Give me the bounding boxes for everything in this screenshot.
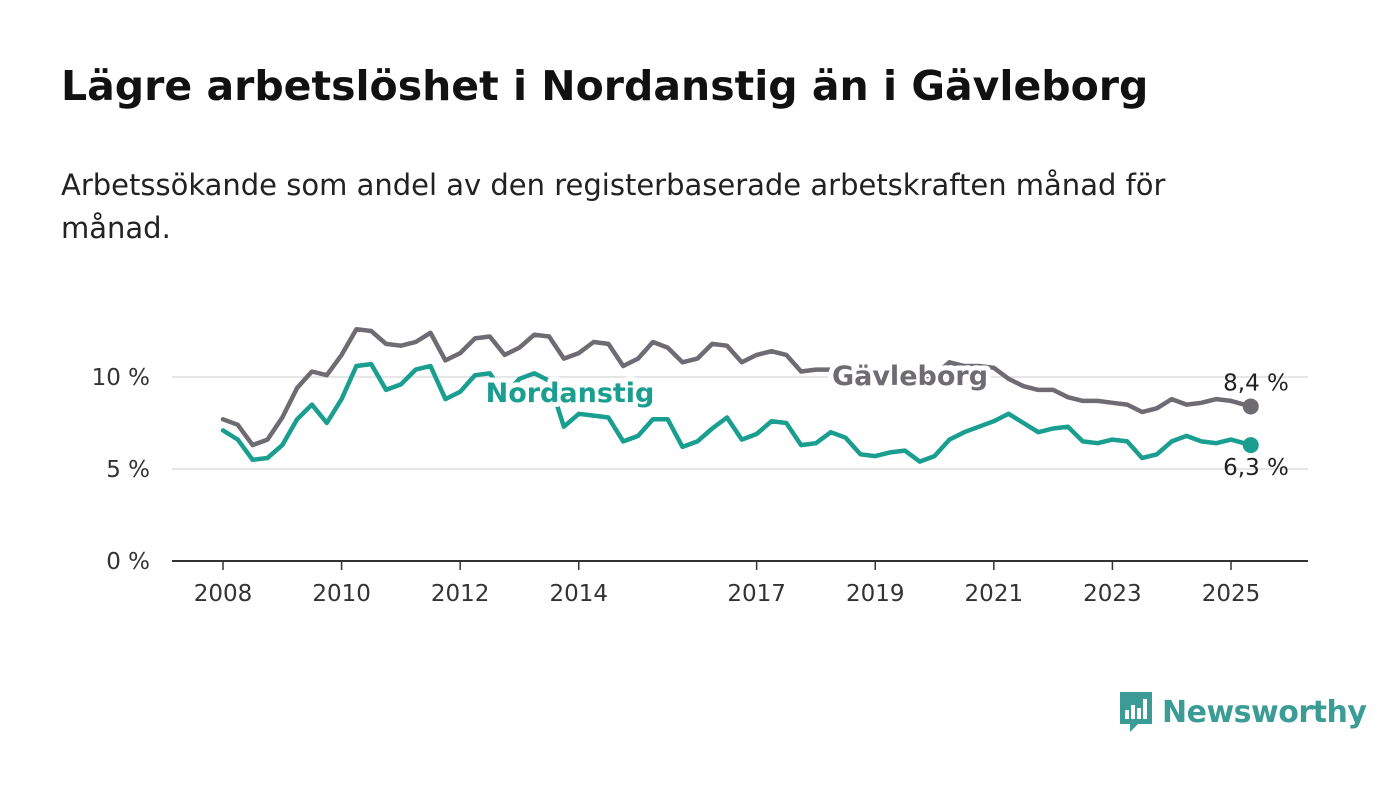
y-tick-label: 5 % bbox=[106, 457, 150, 483]
y-tick-label: 10 % bbox=[92, 365, 150, 391]
x-tick-label: 2010 bbox=[312, 581, 371, 607]
x-tick-label: 2023 bbox=[1083, 581, 1142, 607]
x-tick-label: 2025 bbox=[1202, 581, 1261, 607]
newsworthy-logo[interactable]: Newsworthy bbox=[1118, 690, 1367, 734]
series-end-value-label: 8,4 % bbox=[1223, 370, 1289, 396]
series-end-value-label: 6,3 % bbox=[1223, 455, 1289, 481]
x-tick-label: 2014 bbox=[549, 581, 608, 607]
y-tick-label: 0 % bbox=[106, 549, 150, 575]
x-tick-label: 2017 bbox=[727, 581, 786, 607]
series-lines bbox=[220, 326, 1259, 464]
x-tick-label: 2008 bbox=[194, 581, 253, 607]
series-name-label-halo: Nordanstig bbox=[486, 378, 655, 409]
series-end-marker bbox=[1242, 398, 1259, 415]
series-name-label-halo: Gävleborg bbox=[832, 361, 988, 392]
series-line-nordanstig bbox=[220, 361, 1254, 464]
y-axis-ticks: 0 % 5 % 10 % bbox=[92, 365, 150, 575]
x-axis-ticks: 2008 2010 2012 2014 2017 2019 2021 2023 2025 bbox=[194, 561, 1261, 607]
newsworthy-logo-icon bbox=[1120, 692, 1152, 732]
newsworthy-logo-text: Newsworthy bbox=[1162, 694, 1367, 730]
chart-subtitle: Arbetssökande som andel av den registerb… bbox=[61, 168, 1166, 245]
x-tick-label: 2012 bbox=[431, 581, 490, 607]
series-end-marker bbox=[1242, 437, 1259, 454]
series-line-gvleborg bbox=[220, 326, 1254, 448]
x-tick-label: 2019 bbox=[846, 581, 905, 607]
gridlines bbox=[172, 376, 1308, 562]
chart-title: Lägre arbetslöshet i Nordanstig än i Gäv… bbox=[61, 62, 1149, 110]
series-name-label: Gävleborg bbox=[832, 361, 988, 392]
series-name-label: Nordanstig bbox=[486, 378, 655, 409]
line-chart: 0 %5 %10 % 2008 2010 2012 2014 2017 2019 2021 2… bbox=[92, 326, 1308, 607]
x-tick-label: 2021 bbox=[965, 581, 1024, 607]
